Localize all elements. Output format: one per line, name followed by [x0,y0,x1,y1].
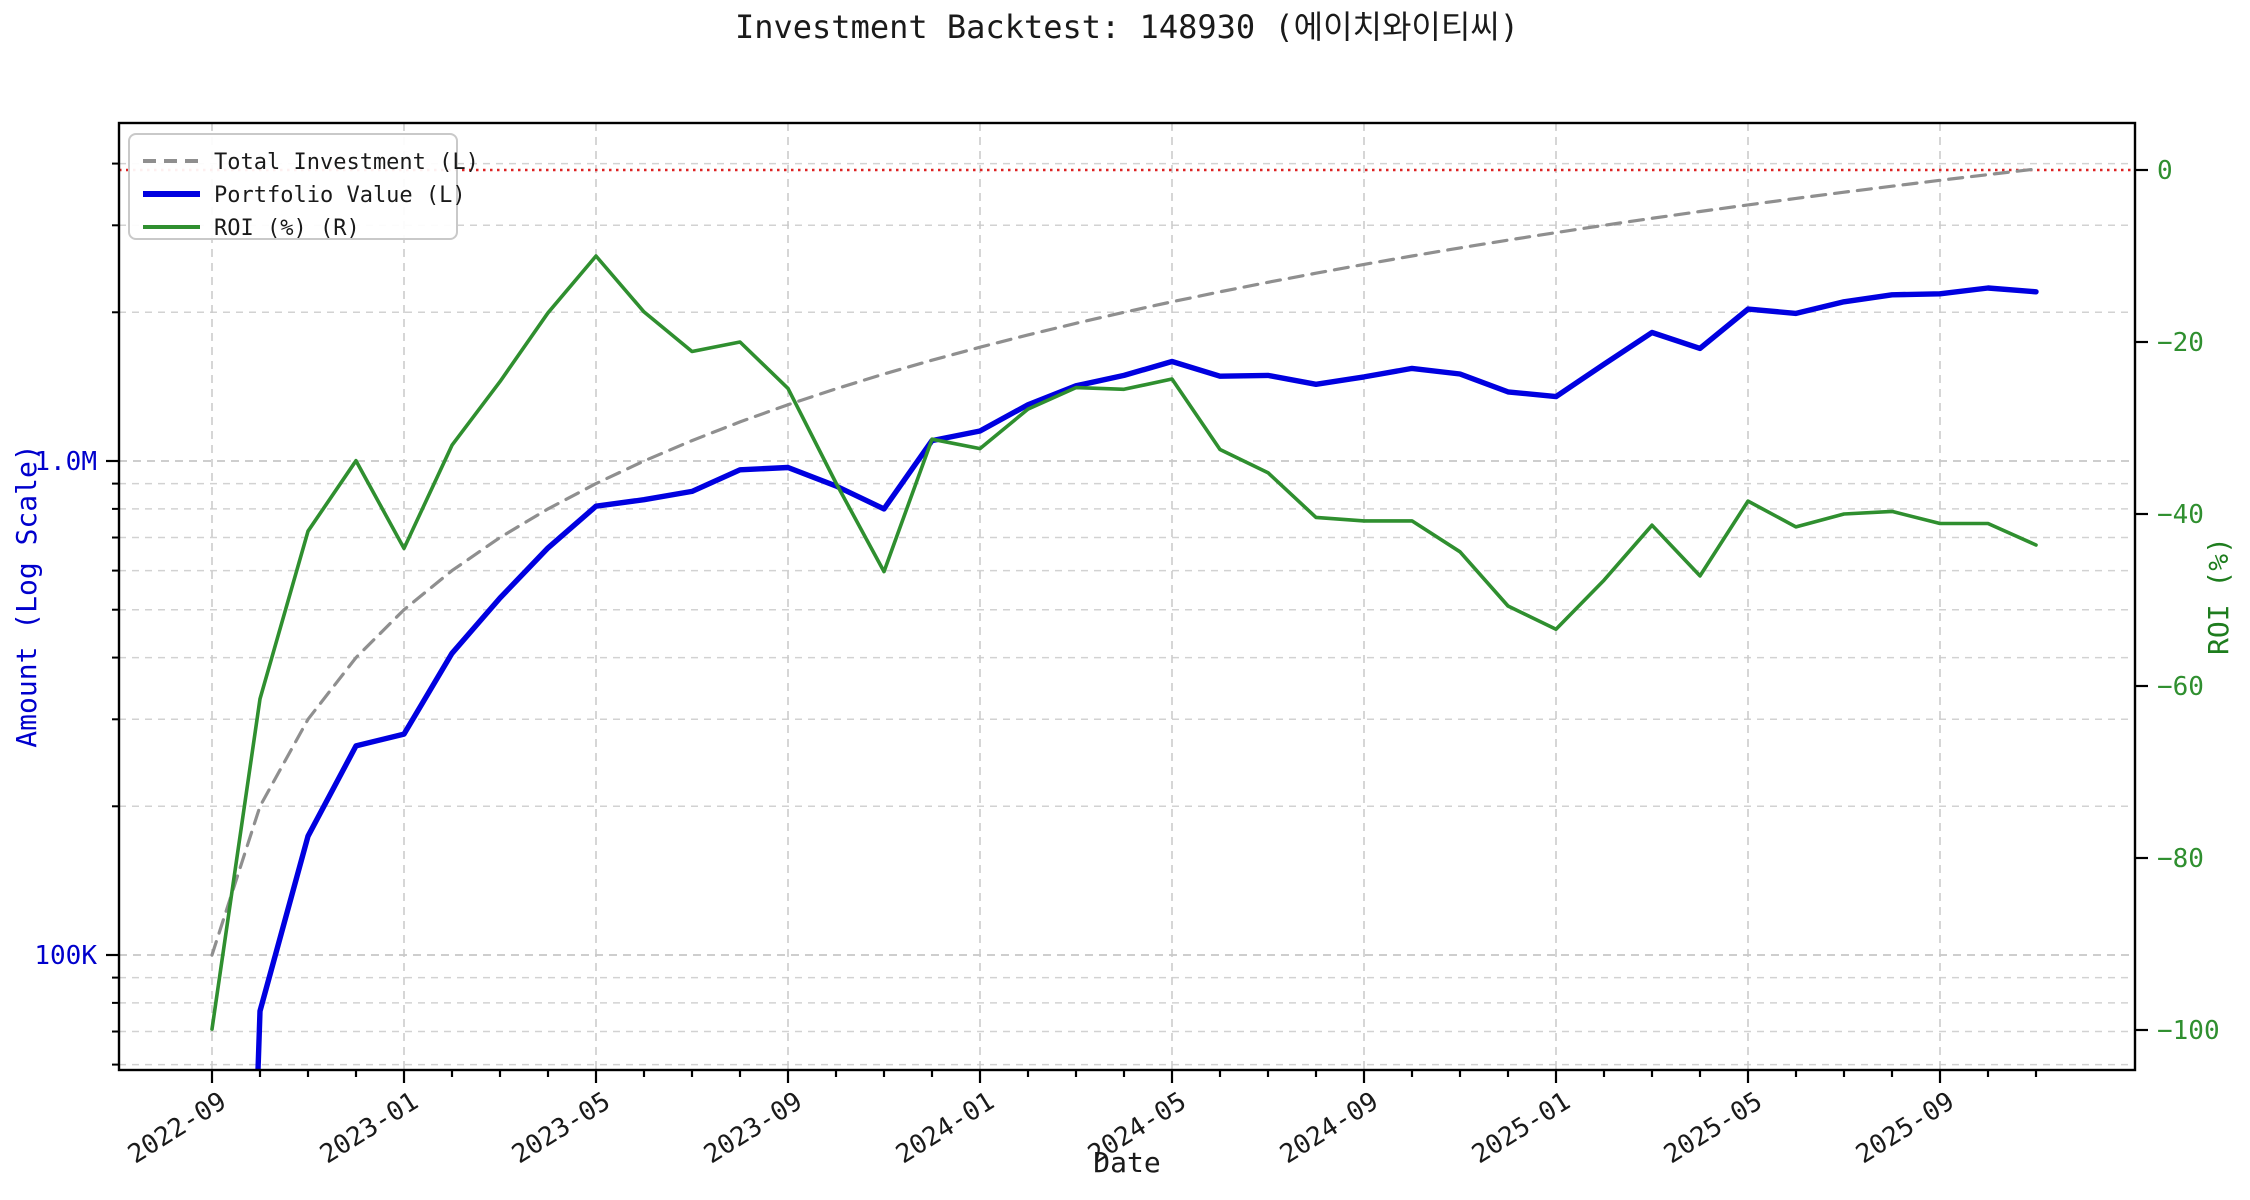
series-roi [210,254,2038,1031]
x-tick-label: 2023-01 [315,1086,424,1170]
legend: Total Investment (L) Portfolio Value (L) R… [128,133,479,241]
series-portfolio-value [255,285,2039,1070]
y-left-axis-label: Amount (Log Scale) [10,444,43,747]
plot-border [117,121,2137,1072]
x-tick-label: 2023-09 [699,1086,808,1170]
y-left-tick-label: 1.0M [34,447,97,477]
y-right-tick-label: 0 [2157,156,2173,186]
x-axis-label: Date [1093,1146,1160,1179]
y-right-tick-label: −20 [2157,328,2204,358]
y-right-tick-label: −60 [2157,672,2204,702]
chart-title: Investment Backtest: 148930 (에이치와이티씨) [735,8,1519,46]
legend-item-label: Total Investment (L) [214,150,479,175]
x-tick-label: 2022-09 [123,1086,232,1170]
series-total-investment [210,167,2038,957]
y-right-tick-label: −100 [2157,1016,2220,1046]
y-right-tick-label: −40 [2157,500,2204,530]
y-right-tick-label: −80 [2157,844,2204,874]
y-right-axis-label: ROI (%) [2202,537,2235,655]
y-left-tick-label: 100K [34,941,97,971]
x-tick-label: 2025-09 [1851,1086,1960,1170]
x-tick-label: 2025-05 [1659,1086,1768,1170]
series-group [210,167,2039,1070]
x-tick-label: 2023-05 [507,1086,616,1170]
legend-box [128,133,458,240]
x-tick-label: 2024-09 [1275,1086,1384,1170]
legend-item-label: ROI (%) (R) [214,216,360,241]
legend-item-label: Portfolio Value (L) [214,183,466,208]
x-tick-label: 2024-01 [891,1086,1000,1170]
x-tick-label: 2025-01 [1467,1086,1576,1170]
